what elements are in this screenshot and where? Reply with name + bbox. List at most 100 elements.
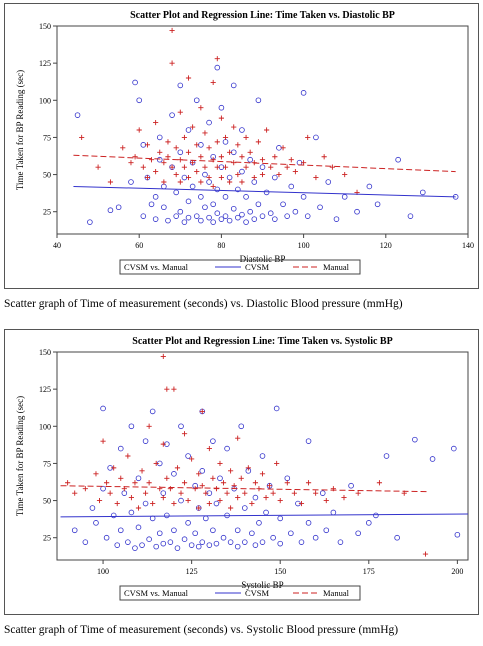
cvsm-data-point (171, 527, 177, 534)
manual-data-point (206, 174, 212, 181)
cvsm-data-point (152, 216, 159, 222)
cvsm-data-point (222, 139, 229, 145)
cvsm-data-point (71, 527, 78, 534)
cvsm-data-point (132, 79, 138, 86)
manual-data-point (181, 164, 188, 170)
cvsm-data-point (325, 179, 332, 185)
cvsm-data-point (115, 204, 122, 211)
cvsm-data-point (284, 475, 291, 482)
cvsm-data-point (366, 183, 373, 190)
cvsm-data-point (395, 156, 401, 163)
x-axis-label: Systolic BP (241, 580, 283, 590)
cvsm-data-point (234, 527, 241, 534)
manual-data-point (341, 495, 347, 501)
cvsm-data-point (412, 436, 418, 443)
manual-data-point (107, 490, 113, 496)
manual-data-point (100, 438, 106, 444)
cvsm-data-point (203, 515, 209, 522)
manual-data-point (268, 164, 274, 170)
cvsm-data-point (226, 174, 233, 181)
manual-data-point (222, 134, 229, 141)
legend-title: CVSM vs. Manual (124, 588, 189, 598)
manual-data-point (217, 460, 223, 467)
manual-data-point (288, 157, 294, 163)
manual-data-point (218, 174, 224, 181)
cvsm-data-point (373, 512, 379, 519)
cvsm-data-point (300, 194, 307, 200)
manual-data-point (190, 160, 196, 166)
manual-data-point (93, 471, 99, 477)
cvsm-data-point (454, 531, 461, 538)
cvsm-data-point (206, 214, 212, 221)
manual-data-point (198, 154, 204, 160)
cvsm-data-point (312, 534, 319, 541)
manual-data-point (160, 441, 166, 447)
systolic-chart-caption: Scatter graph of Time of measurement (se… (4, 624, 399, 636)
cvsm-data-point (273, 405, 280, 412)
cvsm-data-point (210, 438, 216, 444)
manual-data-point (173, 171, 179, 178)
manual-data-point (259, 471, 266, 477)
cvsm-data-point (252, 494, 259, 501)
manual-data-point (194, 169, 200, 175)
manual-data-point (107, 179, 114, 185)
manual-data-point (181, 431, 188, 437)
manual-data-point (305, 134, 311, 141)
cvsm-data-point (164, 512, 170, 519)
cvsm-data-point (429, 456, 436, 462)
cvsm-data-point (177, 149, 184, 156)
legend-label-cvsm: CVSM (245, 588, 270, 598)
y-tick-label: 125 (39, 59, 51, 68)
manual-data-point (132, 154, 138, 160)
cvsm-data-point (210, 219, 216, 225)
legend-title: CVSM vs. Manual (124, 262, 189, 272)
cvsm-data-point (259, 539, 266, 545)
manual-data-point (196, 471, 202, 477)
cvsm-data-point (374, 201, 381, 208)
cvsm-data-point (87, 219, 93, 225)
cvsm-data-point (341, 194, 348, 200)
cvsm-data-point (272, 216, 278, 222)
cvsm-data-point (288, 530, 294, 537)
cvsm-data-point (239, 211, 245, 218)
x-tick-label: 175 (363, 567, 375, 576)
manual-data-point (355, 490, 361, 496)
manual-data-point (169, 164, 175, 170)
manual-data-point (173, 145, 179, 151)
manual-data-point (206, 445, 212, 452)
legend: CVSM vs. Manual CVSM Manual (119, 585, 361, 601)
manual-data-point (245, 465, 251, 471)
cvsm-data-point (330, 509, 337, 516)
manual-data-point (157, 149, 163, 155)
manual-data-point (224, 490, 230, 496)
manual-data-point (206, 145, 212, 151)
cvsm-data-point (222, 213, 229, 219)
cvsm-data-point (128, 509, 135, 516)
cvsm-data-point (181, 536, 188, 543)
manual-data-point (185, 149, 192, 155)
x-tick-label: 200 (451, 567, 463, 576)
plot-area (73, 27, 459, 225)
cvsm-data-point (298, 539, 305, 545)
manual-data-point (132, 480, 138, 486)
cvsm-data-point (100, 485, 106, 492)
manual-data-point (144, 174, 151, 181)
manual-data-point (220, 480, 227, 486)
y-tick-label: 100 (39, 422, 51, 431)
y-tick-label: 75 (43, 459, 51, 468)
cvsm-data-point (100, 405, 106, 412)
manual-data-point (214, 56, 220, 62)
manual-data-point (217, 497, 223, 504)
manual-data-point (210, 475, 216, 481)
cvsm-data-point (383, 453, 390, 459)
manual-data-point (298, 500, 305, 507)
cvsm-data-point (365, 520, 372, 526)
manual-data-point (247, 149, 253, 155)
cvsm-data-point (210, 201, 216, 208)
manual-data-point (104, 480, 110, 486)
cvsm-data-point (214, 64, 221, 71)
x-tick-label: 125 (186, 567, 198, 576)
manual-data-point (199, 408, 205, 415)
cvsm-data-point (185, 453, 191, 459)
cvsm-data-point (247, 156, 253, 163)
